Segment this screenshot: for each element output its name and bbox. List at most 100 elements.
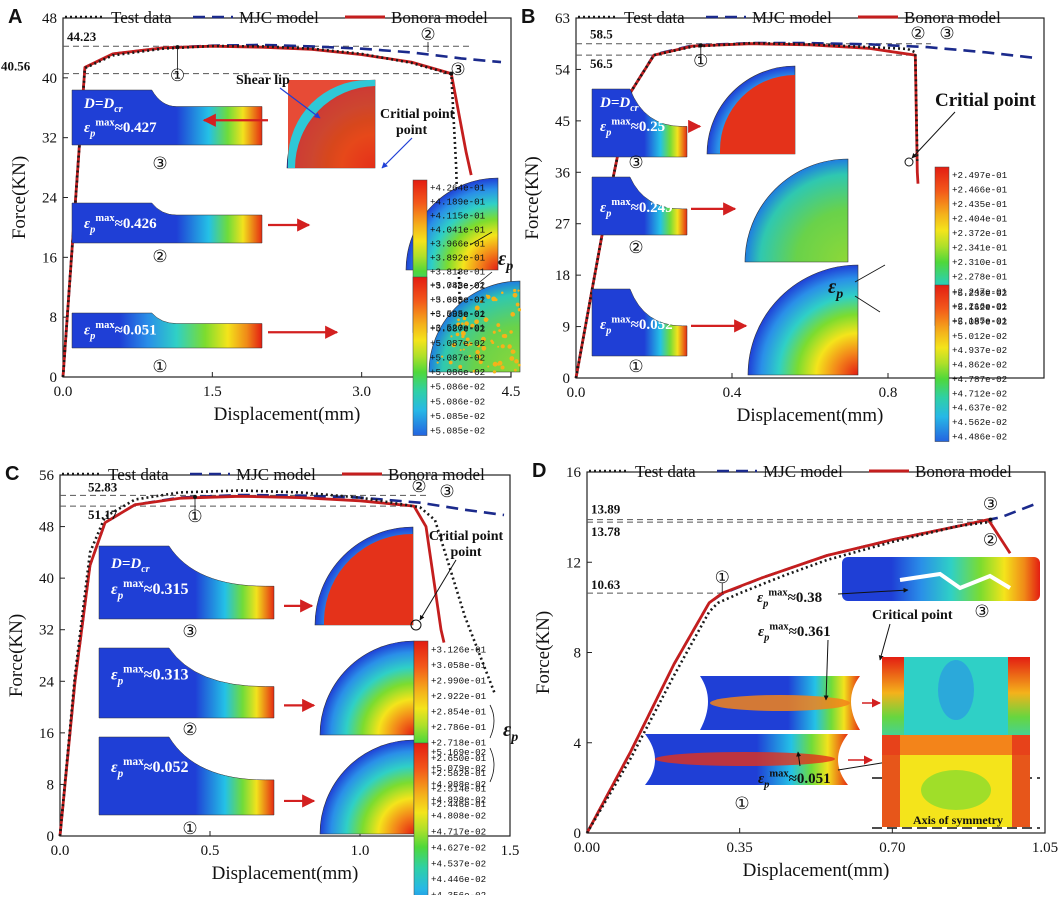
- contour-section: [320, 740, 414, 834]
- inset-1: D=Dcrεpmax≈0.25③: [592, 89, 700, 172]
- point-marker: ③: [983, 495, 998, 514]
- mesh-speckle: [509, 330, 512, 333]
- y-tick-label: 36: [555, 165, 571, 181]
- y-tick-label: 16: [39, 726, 55, 742]
- y-tick-label: 0: [47, 829, 55, 845]
- contour-legend-label: +3.818e-01: [430, 267, 486, 278]
- mesh-speckle: [513, 289, 516, 292]
- mesh-speckle: [487, 366, 489, 368]
- mesh-speckle: [511, 349, 516, 354]
- inset-number: ①: [734, 794, 749, 813]
- annotation-critical: Critial point: [935, 90, 1036, 111]
- chart-legend: Test data MJC model Bonora model: [578, 8, 1001, 27]
- chart-legend: Test data MJC model Bonora model: [589, 462, 1012, 481]
- mesh-speckle: [493, 331, 496, 334]
- mesh-speckle: [517, 289, 519, 291]
- x-tick-label: 1.5: [203, 384, 222, 400]
- annotation-arrow: [912, 112, 955, 158]
- point-dot: [193, 495, 197, 499]
- inset-number: ②: [182, 720, 197, 739]
- contour-legend-label: +4.562e-02: [952, 417, 1007, 428]
- mesh-speckle: [518, 364, 521, 367]
- strain-max-label: εpmax≈0.361: [758, 621, 831, 643]
- annotation-critical: Critial point: [429, 529, 504, 544]
- panel-c: 0.0 0.5 1.0 1.5 0 8 16 24 32 40 48 56 Displacement(m…: [5, 463, 519, 895]
- y-tick-label: 24: [39, 674, 55, 690]
- contour-edge: [1012, 735, 1030, 827]
- annotation-critical-2: point: [396, 123, 427, 138]
- y-tick-label: 45: [555, 114, 570, 130]
- contour-legend-label: +5.169e-02: [431, 747, 486, 758]
- x-tick-label: 1.05: [1032, 840, 1058, 856]
- contour-legend-label: +5.086e-02: [430, 367, 485, 378]
- y-tick-label: 12: [566, 555, 581, 571]
- x-tick-label: 0.8: [879, 385, 898, 401]
- strain-band: [655, 752, 835, 766]
- y-tick-label: 0: [574, 826, 582, 842]
- contour-legend-label: +2.404e-01: [952, 214, 1008, 225]
- contour-legend-label: +4.862e-02: [952, 360, 1007, 371]
- contour-legend-label: +4.356e-02: [431, 890, 486, 895]
- contour-legend-label: +4.486e-02: [952, 431, 1007, 442]
- y-tick-label: 40: [42, 71, 57, 87]
- contour-legend-label: +5.012e-02: [952, 331, 1007, 342]
- inset-number: ①: [628, 357, 643, 376]
- figure-svg: 0.0 1.5 3.0 4.5081624324048Displacement(mm)…: [0, 0, 1059, 895]
- contour-legend-label: +2.786e-01: [431, 722, 487, 733]
- y-tick-label: 48: [39, 520, 54, 536]
- mesh-speckle: [514, 359, 518, 363]
- mesh-speckle: [513, 293, 518, 298]
- y-tick-label: 63: [555, 11, 570, 27]
- contour-legend-label: +4.712e-02: [952, 388, 1007, 399]
- bracket-lines: [855, 265, 885, 312]
- legend-label: MJC model: [763, 462, 843, 481]
- contour-section: [745, 159, 848, 262]
- point-marker: ③: [450, 60, 465, 79]
- inset-number: ③: [628, 153, 643, 172]
- contour-legend-label: +5.162e-02: [952, 302, 1007, 313]
- contour-legend-label: +4.446e-02: [431, 874, 486, 885]
- contour-legend-label: +4.041e-01: [430, 225, 486, 236]
- mesh-speckle: [503, 334, 507, 338]
- inset-number: ②: [628, 238, 643, 257]
- fracture-core: [324, 534, 413, 625]
- mesh-speckle: [460, 349, 462, 351]
- inset-3: εpmax≈0.052①: [99, 737, 314, 838]
- point-dot: [175, 45, 179, 49]
- reference-label: 40.56: [1, 59, 31, 74]
- contour-block-lower: Axis of symmetry: [872, 735, 1040, 828]
- legend-label: Bonora model: [915, 462, 1012, 481]
- contour-legend-label: +5.086e-02: [430, 382, 485, 393]
- legend-label: Test data: [635, 462, 696, 481]
- panel-d: 0.00 0.35 0.70 1.05 0 4 8 12 16 Displacement(mm) F…: [532, 460, 1058, 881]
- mesh-speckle: [496, 323, 500, 327]
- y-tick-label: 27: [555, 217, 571, 233]
- y-tick-label: 54: [555, 62, 571, 78]
- strain-max-label: εpmax≈0.051: [758, 768, 831, 790]
- bracket-lines: [490, 705, 494, 782]
- contour-legend-label: +4.627e-02: [431, 842, 486, 853]
- y-tick-label: 8: [574, 646, 582, 662]
- point-dot: [699, 43, 703, 47]
- mesh-speckle: [493, 370, 496, 373]
- x-tick-label: 0.0: [567, 385, 586, 401]
- contour-edge: [882, 735, 900, 827]
- mesh-speckle: [500, 365, 504, 369]
- contour-legend-label: +4.637e-02: [952, 403, 1007, 414]
- mesh-speckle: [498, 329, 501, 332]
- mesh-speckle: [509, 356, 514, 361]
- contour-legend: +5.169e-02 +5.079e-02 +4.988e-02 +4.898e-02…: [414, 743, 486, 895]
- mesh-speckle: [495, 298, 498, 301]
- contour-legend-label: +5.087e-02: [952, 317, 1007, 328]
- panel-letter: D: [532, 460, 546, 482]
- contour-legend: +5.238e-02 +5.162e-02 +5.087e-02 +5.012e-02…: [935, 285, 1007, 442]
- fracture-core: [720, 75, 795, 154]
- contour-legend-label: +2.922e-01: [431, 691, 487, 702]
- annotation-arrow: [880, 624, 890, 660]
- contour-legend-label: +5.088e-02: [430, 280, 485, 291]
- x-axis-label: Displacement(mm): [743, 860, 890, 881]
- legend-label: Bonora model: [391, 8, 488, 27]
- contour-legend-label: +5.238e-02: [952, 288, 1007, 299]
- mesh-speckle: [514, 369, 517, 372]
- point-marker: ①: [187, 507, 202, 526]
